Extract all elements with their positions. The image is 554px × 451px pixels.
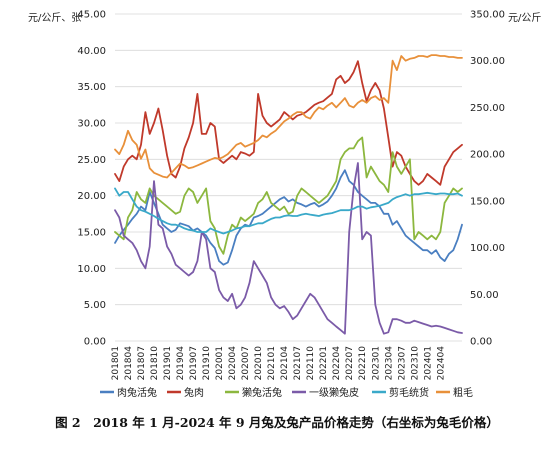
right-tick-label: 50.00 bbox=[470, 290, 499, 301]
left-tick-label: 40.00 bbox=[77, 46, 106, 57]
series-line bbox=[114, 54, 463, 179]
right-tick-label: 100.00 bbox=[470, 243, 505, 254]
x-tick-label: 202104 bbox=[280, 346, 290, 381]
x-tick-label: 202304 bbox=[384, 346, 394, 381]
left-tick-label: 5.00 bbox=[84, 300, 106, 311]
x-axis-ticks: 201801 201804 201807 201810 201901 201904 2019… bbox=[111, 346, 446, 381]
right-tick-label: 250.00 bbox=[470, 103, 505, 114]
right-tick-label: 0.00 bbox=[470, 337, 492, 348]
x-tick-label: 202010 bbox=[254, 346, 264, 381]
legend-label: 肉兔活兔 bbox=[117, 386, 157, 399]
left-tick-label: 0.00 bbox=[84, 337, 106, 348]
legend-label: 獭兔活兔 bbox=[242, 386, 282, 399]
series-line bbox=[114, 187, 463, 235]
x-tick-label: 202107 bbox=[293, 346, 303, 380]
right-tick-label: 300.00 bbox=[470, 56, 505, 67]
x-tick-label: 202101 bbox=[267, 346, 277, 380]
left-axis-ticks: 0.00 5.00 10.00 15.00 20.00 25.00 30.00 35.00 40… bbox=[77, 10, 106, 348]
series-line bbox=[114, 60, 463, 186]
x-tick-label: 202204 bbox=[332, 346, 342, 381]
left-tick-label: 45.00 bbox=[77, 10, 106, 21]
left-tick-label: 20.00 bbox=[77, 191, 106, 202]
left-tick-label: 10.00 bbox=[77, 264, 106, 275]
x-tick-label: 202007 bbox=[241, 346, 251, 380]
x-tick-label: 201907 bbox=[189, 346, 199, 380]
x-tick-label: 202404 bbox=[436, 346, 446, 381]
x-tick-label: 202201 bbox=[319, 346, 329, 380]
left-tick-label: 30.00 bbox=[77, 119, 106, 130]
legend-label: 粗毛 bbox=[453, 387, 473, 399]
left-tick-label: 25.00 bbox=[77, 155, 106, 166]
right-tick-label: 200.00 bbox=[470, 150, 505, 161]
right-axis-label: 元/公斤 bbox=[508, 12, 541, 24]
x-tick-label: 202001 bbox=[215, 346, 225, 380]
x-tick-label: 201801 bbox=[111, 346, 121, 380]
figure-caption: 图 2 2018 年 1 月-2024 年 9 月兔及兔产品价格走势（右坐标为兔… bbox=[55, 415, 499, 430]
x-tick-label: 201810 bbox=[150, 346, 160, 381]
x-tick-label: 202301 bbox=[371, 346, 381, 380]
x-tick-label: 202110 bbox=[306, 346, 316, 381]
series-line bbox=[114, 162, 463, 335]
x-tick-label: 201904 bbox=[176, 346, 186, 381]
left-axis-label: 元/公斤、张 bbox=[28, 12, 81, 24]
x-tick-label: 202004 bbox=[228, 346, 238, 381]
x-tick-label: 201804 bbox=[124, 346, 134, 381]
price-trend-chart: 元/公斤、张 元/公斤 0.00 5.00 10.00 15.00 20.00 25.00… bbox=[28, 10, 541, 400]
legend-label: 兔肉 bbox=[184, 386, 204, 399]
right-tick-label: 350.00 bbox=[470, 10, 505, 21]
x-tick-label: 201901 bbox=[163, 346, 173, 380]
x-tick-label: 202307 bbox=[397, 346, 407, 380]
left-tick-label: 35.00 bbox=[77, 82, 106, 93]
x-tick-label: 202210 bbox=[358, 346, 368, 381]
series-line bbox=[114, 136, 463, 255]
x-tick-label: 202401 bbox=[423, 346, 433, 380]
x-tick-label: 201910 bbox=[202, 346, 212, 381]
legend-label: 剪毛统货 bbox=[389, 386, 429, 399]
right-axis-ticks: 0.00 50.00 100.00 150.00 200.00 250.00 300.00 3… bbox=[470, 10, 505, 348]
left-tick-label: 15.00 bbox=[77, 228, 106, 239]
x-tick-label: 201807 bbox=[137, 346, 147, 380]
right-tick-label: 150.00 bbox=[470, 196, 505, 207]
x-tick-label: 202310 bbox=[410, 346, 420, 381]
series-lines bbox=[114, 54, 463, 335]
series-line bbox=[114, 169, 463, 266]
legend-label: 一级獭兔皮 bbox=[309, 386, 359, 399]
x-tick-label: 202207 bbox=[345, 346, 355, 380]
legend: 肉兔活兔 兔肉 獭兔活兔 一级獭兔皮 剪毛统货 粗毛 bbox=[100, 386, 473, 399]
